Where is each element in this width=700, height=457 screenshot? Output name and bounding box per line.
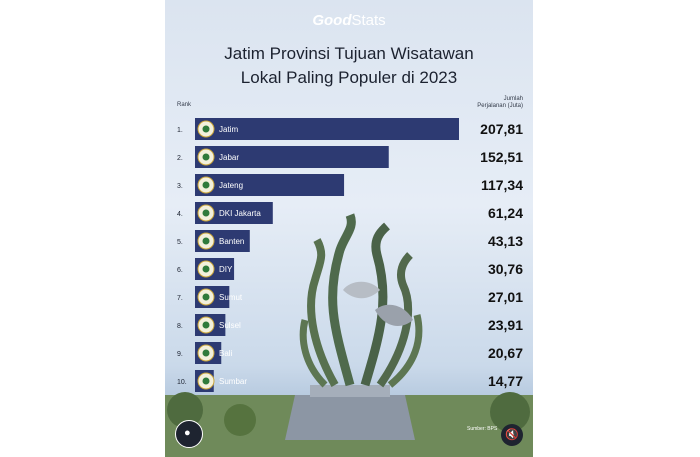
rank-label: 9. [177, 351, 183, 358]
value-label: 61,24 [488, 205, 523, 221]
bar [195, 202, 273, 224]
category-label: Sumbar [219, 377, 247, 386]
province-emblem-center [202, 321, 210, 329]
chart-title: Jatim Provinsi Tujuan Wisatawan Lokal Pa… [165, 42, 533, 90]
mute-button[interactable]: 🔇 [501, 424, 523, 446]
bar [195, 174, 345, 196]
value-label: 43,13 [488, 233, 523, 249]
category-label: Bali [219, 349, 233, 358]
category-label: Jabar [219, 153, 239, 162]
rank-label: 5. [177, 239, 183, 246]
statue-background-illustration [165, 213, 533, 457]
province-emblem-center [202, 349, 210, 357]
province-emblem-center [202, 153, 210, 161]
province-emblem-center [202, 237, 210, 245]
brand-bold: Good [312, 12, 352, 29]
value-label: 27,01 [488, 289, 523, 305]
chart-title-line-2: Lokal Paling Populer di 2023 [240, 68, 458, 87]
province-emblem-center [202, 265, 210, 273]
value-label: 207,81 [480, 121, 523, 137]
goodstats-logo: GoodStats [165, 12, 533, 29]
rank-label: 4. [177, 211, 183, 218]
value-header-line-2: Perjalanan (Juta) [477, 103, 523, 109]
mute-icon: 🔇 [505, 429, 519, 441]
profile-button[interactable]: ● [175, 420, 203, 448]
bar-chart: 1. Jatim 207,81 2. Jabar 152,51 3. Jateng 117,34… [177, 118, 523, 392]
rank-label: 8. [177, 323, 183, 330]
value-header-line-1: Jumlah [503, 96, 523, 102]
province-emblem-center [202, 209, 210, 217]
brand-light: Stats [351, 12, 386, 29]
value-header: Jumlah Perjalanan (Juta) [465, 96, 523, 110]
category-label: DKI Jakarta [219, 209, 261, 218]
province-emblem-center [202, 293, 210, 301]
category-label: Banten [219, 237, 244, 246]
rank-label: 1. [177, 127, 183, 134]
value-label: 117,34 [481, 177, 523, 193]
province-emblem-center [202, 181, 210, 189]
category-label: Jatim [219, 125, 238, 134]
bar [195, 146, 389, 168]
rank-label: 3. [177, 183, 183, 190]
province-emblem-center [202, 125, 210, 133]
infographic-card: GoodStats Jatim Provinsi Tujuan Wisatawa… [165, 0, 533, 457]
bar [195, 118, 459, 140]
user-icon: ● [184, 427, 191, 439]
category-label: Sulsel [219, 321, 241, 330]
value-label: 23,91 [488, 317, 523, 333]
value-label: 14,77 [488, 373, 523, 389]
rank-header: Rank [177, 102, 192, 108]
value-label: 20,67 [488, 345, 523, 361]
chart-title-line-1: Jatim Provinsi Tujuan Wisatawan [224, 44, 474, 63]
rank-label: 7. [177, 295, 183, 302]
rank-label: 2. [177, 155, 183, 162]
value-label: 152,51 [480, 149, 523, 165]
category-label: DIY [219, 265, 233, 274]
source-note: Sumber: BPS [467, 426, 498, 432]
category-label: Sumut [219, 293, 243, 302]
category-label: Jateng [219, 181, 243, 190]
rank-label: 6. [177, 267, 183, 274]
value-label: 30,76 [488, 261, 523, 277]
rank-label: 10. [177, 379, 187, 386]
province-emblem-center [202, 377, 210, 385]
